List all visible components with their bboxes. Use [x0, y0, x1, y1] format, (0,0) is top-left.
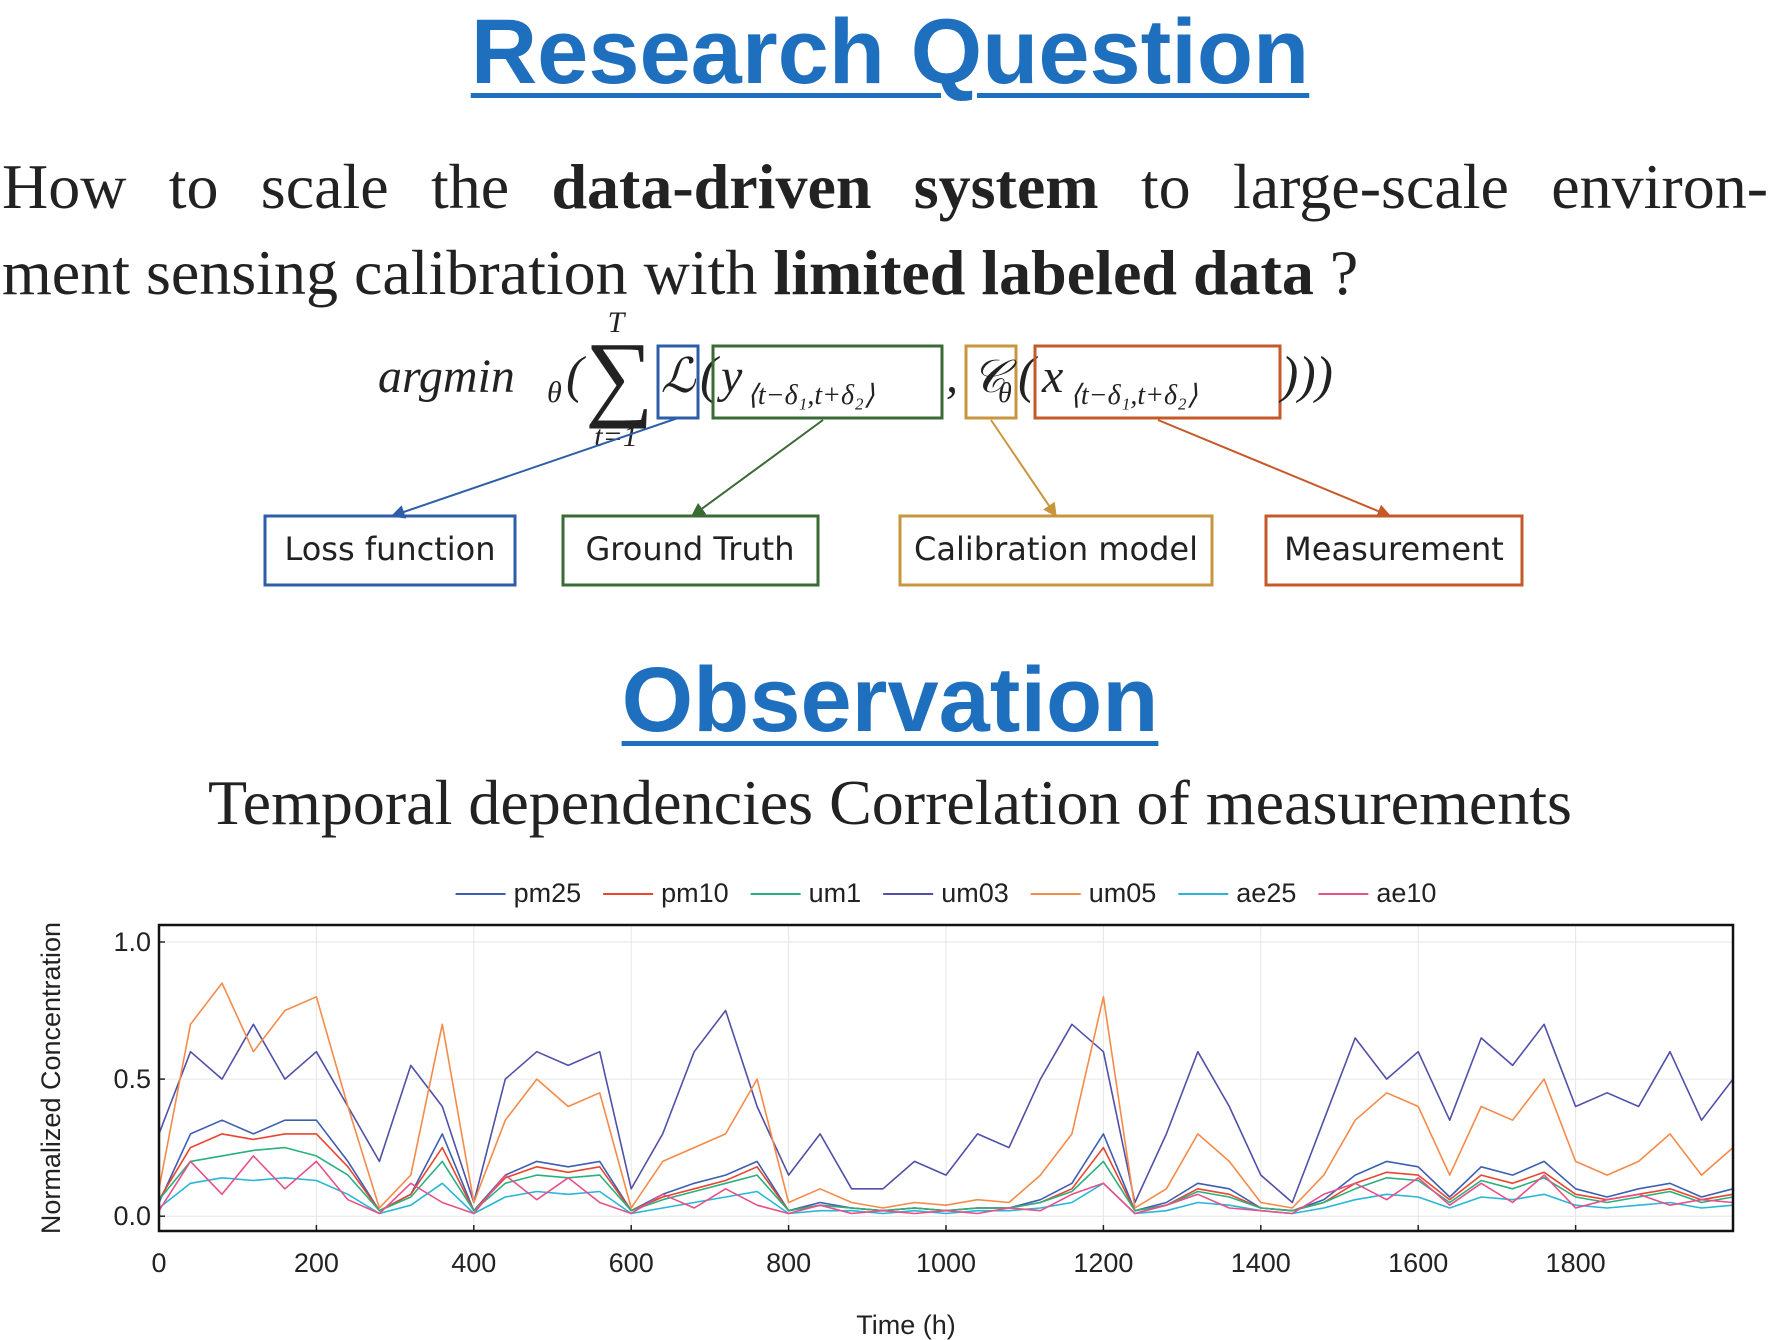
legend-label: um03	[941, 878, 1009, 908]
x-tick-label: 1400	[1231, 1248, 1291, 1278]
formula-sub: ⟨t−δ₁,t+δ₂⟩	[1070, 380, 1198, 411]
y-tick-label: 0.5	[113, 1064, 151, 1094]
legend: pm25 pm10 um1 um03 um05 ae25 ae10	[455, 878, 1436, 908]
y-tick-label: 0.0	[113, 1201, 151, 1231]
arrow	[990, 419, 1057, 518]
term-box	[711, 344, 944, 420]
y-tick-label: 1.0	[113, 927, 151, 957]
arrow	[390, 417, 679, 519]
term-box	[964, 344, 1018, 420]
legend-label: um05	[1089, 878, 1157, 908]
formula-text: x	[1041, 350, 1063, 403]
text: to large-scale environ-	[1098, 151, 1769, 222]
x-tick-label: 0	[151, 1248, 166, 1278]
formula-sub: θ	[547, 376, 562, 409]
series-line	[158, 982, 1734, 1209]
term-box	[1033, 344, 1282, 420]
formula-text: ℒ	[661, 350, 697, 403]
plot-frame	[157, 923, 1735, 1233]
x-tick-label: 1800	[1546, 1248, 1606, 1278]
x-tick-label: 1000	[916, 1248, 976, 1278]
label-box	[263, 514, 517, 587]
legend-item: ae10	[1318, 878, 1436, 908]
section-title: Research Question	[470, 1, 1310, 103]
formula-text: ,	[946, 350, 958, 403]
formula-sub: ⟨t−δ₁,t+δ₂⟩	[747, 380, 875, 411]
formula: argmin θ ( ∑ T t=1 ℒ ( y ⟨t−δ₁,t+δ₂⟩ , 𝒞…	[378, 306, 1333, 453]
series-line	[158, 1009, 1734, 1204]
label-box	[898, 514, 1214, 587]
text: How to scale the	[2, 151, 552, 222]
subtitle: Temporal dependencies Correlation of mea…	[208, 767, 1572, 838]
section-title: Observation	[621, 649, 1159, 751]
y-axis-label: Normalized Concentration	[36, 922, 66, 1234]
formula-text: (	[1018, 347, 1038, 404]
formula-text: argmin	[378, 350, 515, 403]
x-tick-label: 600	[609, 1248, 654, 1278]
label: Ground Truth	[586, 530, 795, 568]
arrows	[390, 417, 1392, 519]
text: ?	[1313, 237, 1359, 308]
arrow	[690, 419, 824, 517]
formula-text: (	[566, 347, 586, 404]
label-boxes: Loss function Ground Truth Calibration m…	[263, 514, 1524, 587]
label: Calibration model	[914, 530, 1198, 568]
legend-item: um05	[1030, 878, 1157, 908]
legend-item: ae25	[1178, 878, 1296, 908]
x-tick-label: 400	[451, 1248, 496, 1278]
bold-text: limited labeled data	[773, 237, 1314, 308]
series-line	[158, 1155, 1734, 1215]
bold-text: data-driven system	[551, 151, 1099, 222]
formula-text: y	[716, 350, 743, 403]
arrow	[1157, 419, 1392, 518]
formula-sub: θ	[998, 378, 1012, 409]
x-tick-label: 1600	[1388, 1248, 1448, 1278]
legend-label: ae25	[1236, 878, 1296, 908]
formula-text: )))	[1278, 347, 1333, 404]
formula-sum: ∑	[585, 322, 653, 429]
formula-sub: T	[608, 306, 627, 339]
text: ment sensing calibration with	[2, 237, 774, 308]
legend-item: pm25	[455, 878, 582, 908]
legend-label: um1	[809, 878, 862, 908]
legend-item: pm10	[603, 878, 729, 908]
legend-label: pm10	[661, 878, 729, 908]
legend-item: um1	[750, 878, 862, 908]
formula-text: (	[700, 347, 720, 404]
legend-label: pm25	[514, 878, 582, 908]
series-line	[158, 1177, 1734, 1215]
legend-label: ae10	[1376, 878, 1436, 908]
question-line: ment sensing calibration with limited la…	[2, 236, 1768, 310]
x-tick-label: 1200	[1073, 1248, 1133, 1278]
label-box	[1264, 514, 1524, 587]
question-line: How to scale the data-driven system to l…	[2, 150, 1768, 224]
x-tick-label: 200	[294, 1248, 339, 1278]
label: Loss function	[284, 530, 495, 568]
x-axis-label: Time (h)	[856, 1310, 956, 1340]
formula-sub: t=1	[594, 420, 638, 453]
legend-item: um03	[883, 878, 1009, 908]
x-tick-label: 800	[766, 1248, 811, 1278]
label-box	[561, 514, 820, 587]
label: Measurement	[1284, 530, 1504, 568]
